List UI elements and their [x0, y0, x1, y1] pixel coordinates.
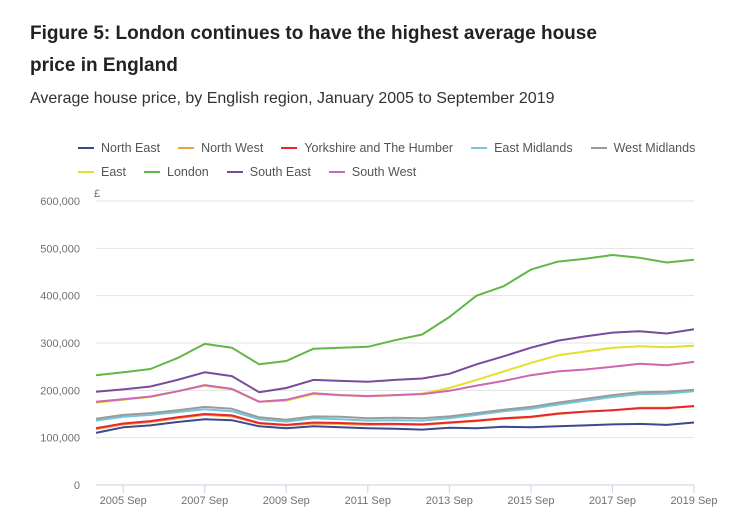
legend-label: West Midlands [613, 141, 696, 155]
series-line-yorkshire-and-the-humber[interactable] [95, 405, 695, 430]
legend-swatch-icon [226, 171, 243, 173]
y-tick-label: 0 [74, 480, 80, 492]
legend-swatch-icon [281, 147, 298, 149]
legend-item[interactable]: North East [78, 141, 160, 155]
legend-item[interactable]: South West [328, 165, 417, 179]
legend-row: East London South East South West [78, 160, 718, 184]
series-line-south-west[interactable] [95, 360, 695, 403]
x-tick-label: 2015 Sep [507, 495, 554, 507]
series-lines [95, 254, 695, 434]
y-axis: 0 100,000 200,000 300,000 400,000 500,000 600,… [40, 196, 80, 492]
legend-label: South East [249, 165, 311, 179]
legend-swatch-icon [78, 147, 94, 149]
x-tick-label: 2005 Sep [100, 495, 147, 507]
legend-item[interactable]: East Midlands [471, 141, 573, 155]
y-tick-label: 400,000 [40, 291, 80, 303]
x-tick-label: 2007 Sep [181, 495, 228, 507]
series-line-south-east[interactable] [95, 328, 695, 394]
legend-item[interactable]: South East [226, 165, 311, 179]
y-tick-label: 200,000 [40, 385, 80, 397]
legend-swatch-icon [144, 171, 161, 173]
x-axis: 2005 Sep 2007 Sep 2009 Sep 2011 Sep 2013 Sep… [100, 485, 718, 507]
x-tick-label: 2017 Sep [589, 495, 636, 507]
x-tick-label: 2011 Sep [345, 495, 391, 507]
legend-swatch-icon [328, 171, 345, 173]
series-line-london[interactable] [95, 254, 695, 377]
series-line-west-midlands[interactable] [95, 388, 695, 421]
legend-label: London [167, 165, 209, 179]
legend-item[interactable]: North West [178, 141, 263, 155]
chart-legend: North East North West Yorkshire and The Hu… [78, 136, 718, 184]
legend-swatch-icon [471, 147, 488, 149]
y-tick-label: 600,000 [40, 196, 80, 208]
legend-label: North East [101, 141, 161, 155]
x-tick-label: 2013 Sep [426, 495, 473, 507]
y-tick-label: 500,000 [40, 243, 80, 255]
legend-swatch-icon [590, 147, 607, 149]
figure-title: Figure 5: London continues to have the h… [30, 23, 597, 76]
y-axis-unit: £ [94, 188, 100, 200]
y-tick-label: 300,000 [40, 338, 80, 350]
gridlines [96, 200, 694, 486]
legend-label: East [101, 165, 127, 179]
legend-item[interactable]: London [144, 165, 209, 179]
legend-swatch-icon [78, 171, 94, 173]
legend-label: South West [351, 165, 417, 179]
legend-item[interactable]: West Midlands [590, 141, 696, 155]
legend-item[interactable]: Yorkshire and The Humber [281, 141, 453, 155]
legend-label: North West [201, 141, 264, 155]
figure-subtitle: Average house price, by English region, … [30, 90, 555, 107]
legend-swatch-icon [178, 147, 195, 149]
legend-label: East Midlands [494, 141, 573, 155]
legend-row: North East North West Yorkshire and The Hu… [78, 136, 718, 160]
legend-label: Yorkshire and The Humber [304, 141, 454, 155]
legend-item[interactable]: East [78, 165, 126, 179]
series-line-east-midlands[interactable] [95, 390, 695, 423]
x-tick-label: 2009 Sep [263, 495, 310, 507]
series-line-north-east[interactable] [95, 418, 695, 434]
x-tick-label: 2019 Sep [670, 495, 717, 507]
y-tick-label: 100,000 [40, 433, 80, 445]
